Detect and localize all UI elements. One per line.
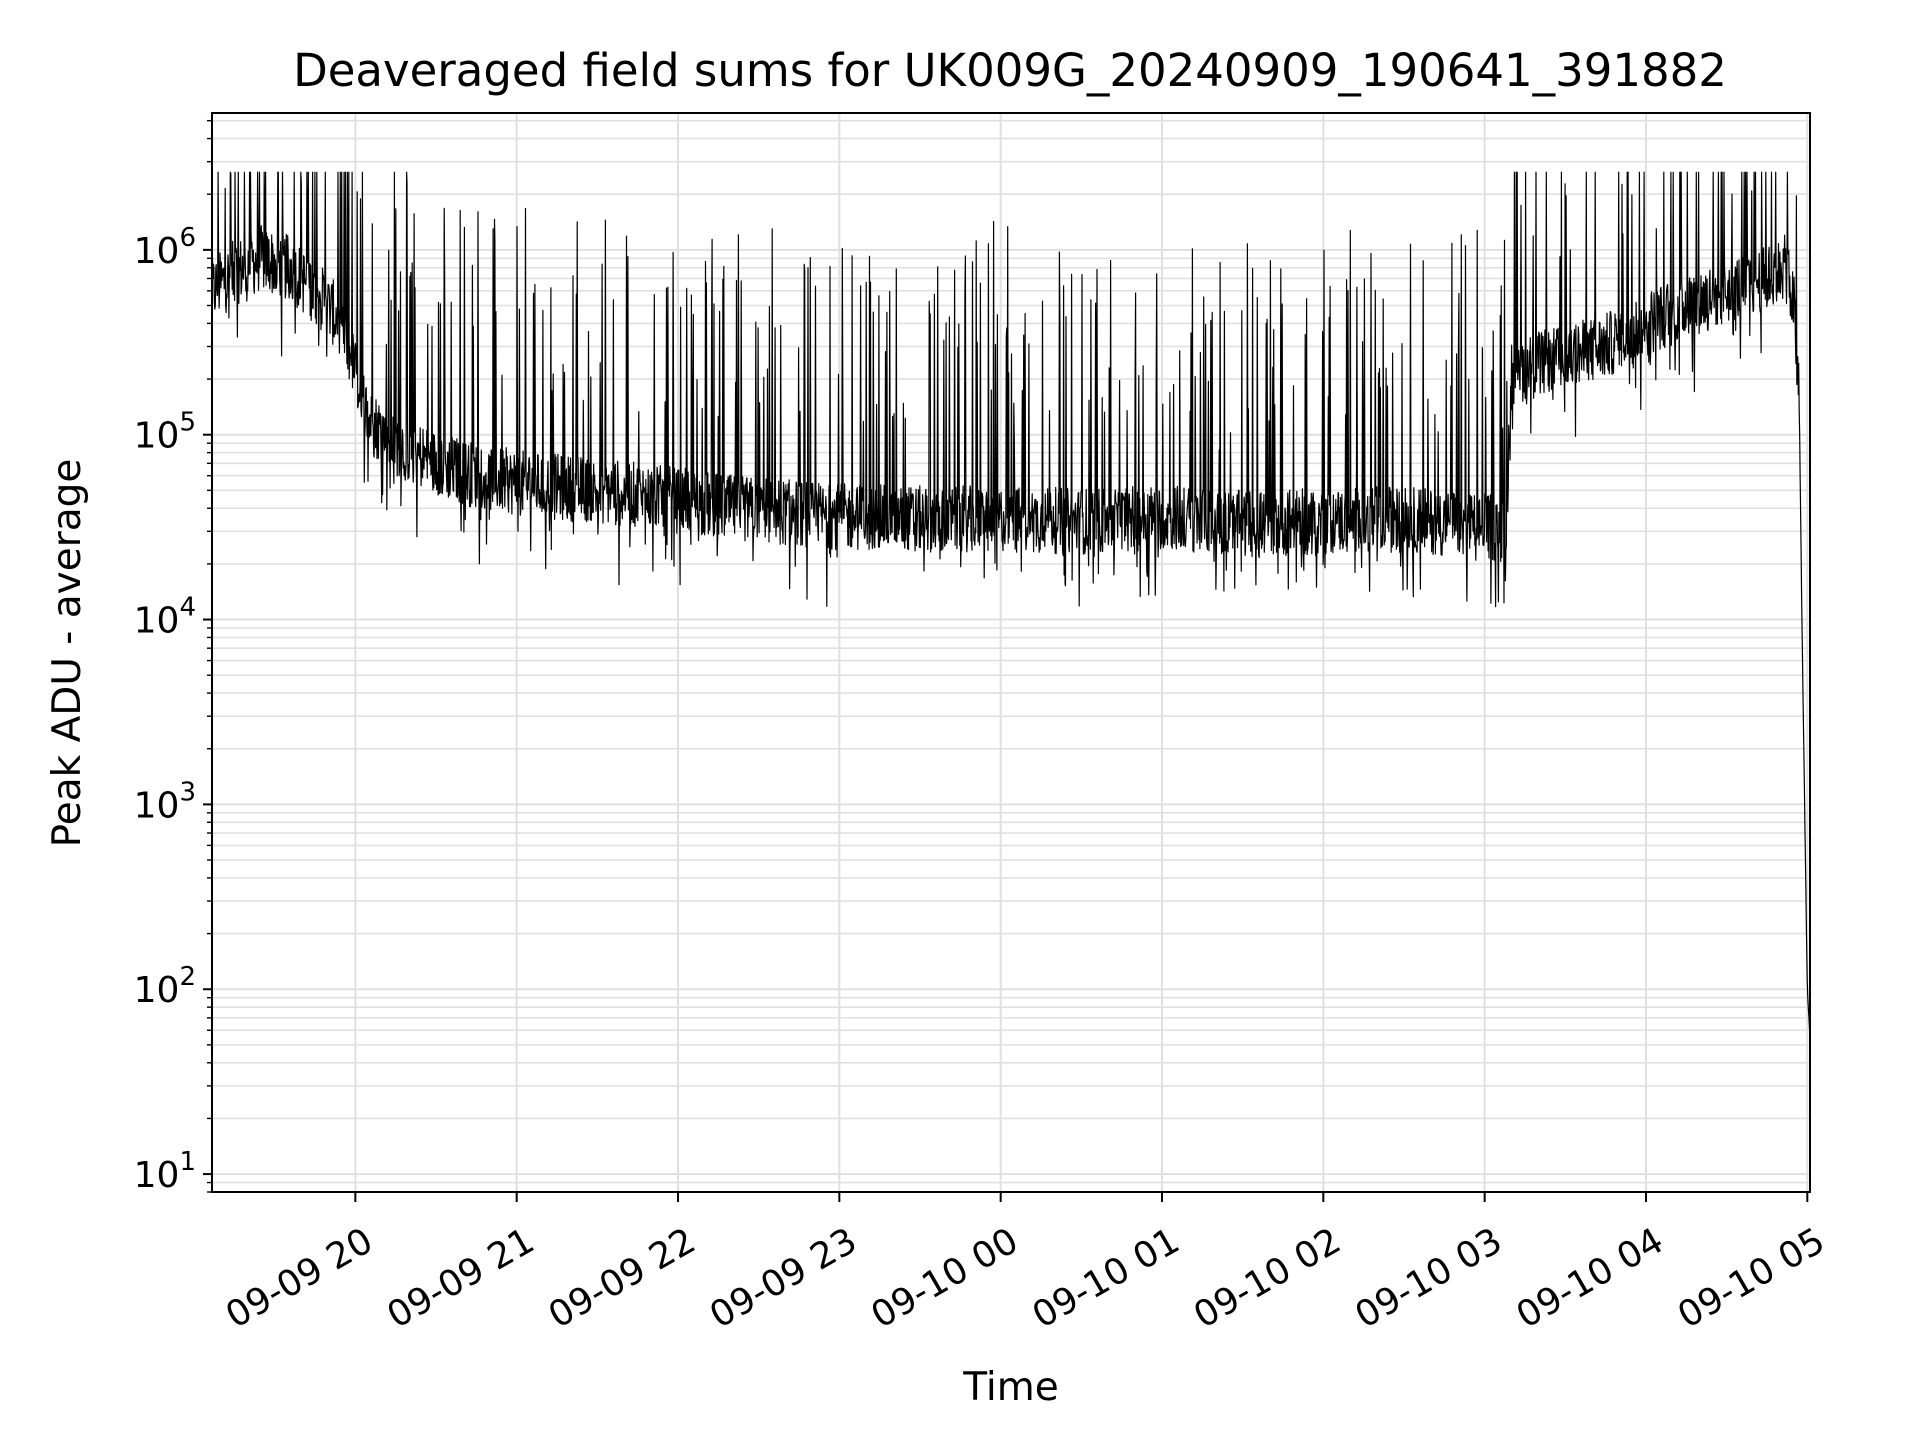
series-layer	[212, 171, 1810, 1038]
plot-frame	[211, 112, 1811, 1193]
x-axis-label: Time	[962, 1365, 1058, 1410]
y-tick-base: 10	[134, 785, 180, 826]
x-tick-label: 09-09 23	[703, 1220, 864, 1336]
y-tick-exponent: 5	[179, 408, 196, 438]
x-tick-label: 09-10 03	[1348, 1220, 1509, 1336]
x-tick-label: 09-10 00	[864, 1220, 1025, 1336]
x-tick-label: 09-09 20	[219, 1220, 380, 1336]
y-tick-exponent: 4	[179, 593, 196, 623]
x-tick-label: 09-10 01	[1026, 1220, 1187, 1336]
y-tick-base: 10	[134, 970, 180, 1011]
y-tick-label: 104	[134, 593, 196, 642]
y-tick-base: 10	[134, 1155, 180, 1196]
y-tick-label: 102	[134, 962, 196, 1011]
y-tick-base: 10	[134, 231, 180, 272]
y-tick-label: 101	[134, 1147, 196, 1196]
x-tick-label: 09-09 21	[381, 1220, 542, 1336]
x-tick-label: 09-10 04	[1510, 1220, 1671, 1336]
y-tick-base: 10	[134, 601, 180, 642]
x-tick-label: 09-09 22	[542, 1220, 703, 1336]
grid-minor	[212, 119, 1810, 1193]
chart-title: Deaveraged field sums for UK009G_2024090…	[293, 44, 1727, 97]
y-tick-exponent: 3	[179, 777, 196, 807]
x-axis: 09-09 20 09-09 21 09-09 22 09-09 23 09-10 00…	[219, 1192, 1832, 1337]
y-tick-label: 103	[134, 777, 196, 826]
y-tick-exponent: 2	[179, 962, 196, 992]
x-tick-label: 09-10 02	[1187, 1220, 1348, 1336]
y-tick-label: 105	[134, 408, 196, 457]
x-tick-label: 09-10 05	[1671, 1220, 1832, 1336]
y-tick-exponent: 6	[179, 223, 196, 253]
y-tick-base: 10	[134, 416, 180, 457]
y-tick-label: 106	[134, 223, 196, 272]
y-tick-exponent: 1	[179, 1147, 196, 1177]
y-axis-label: Peak ADU - average	[45, 459, 90, 848]
series-line	[212, 171, 1810, 1038]
